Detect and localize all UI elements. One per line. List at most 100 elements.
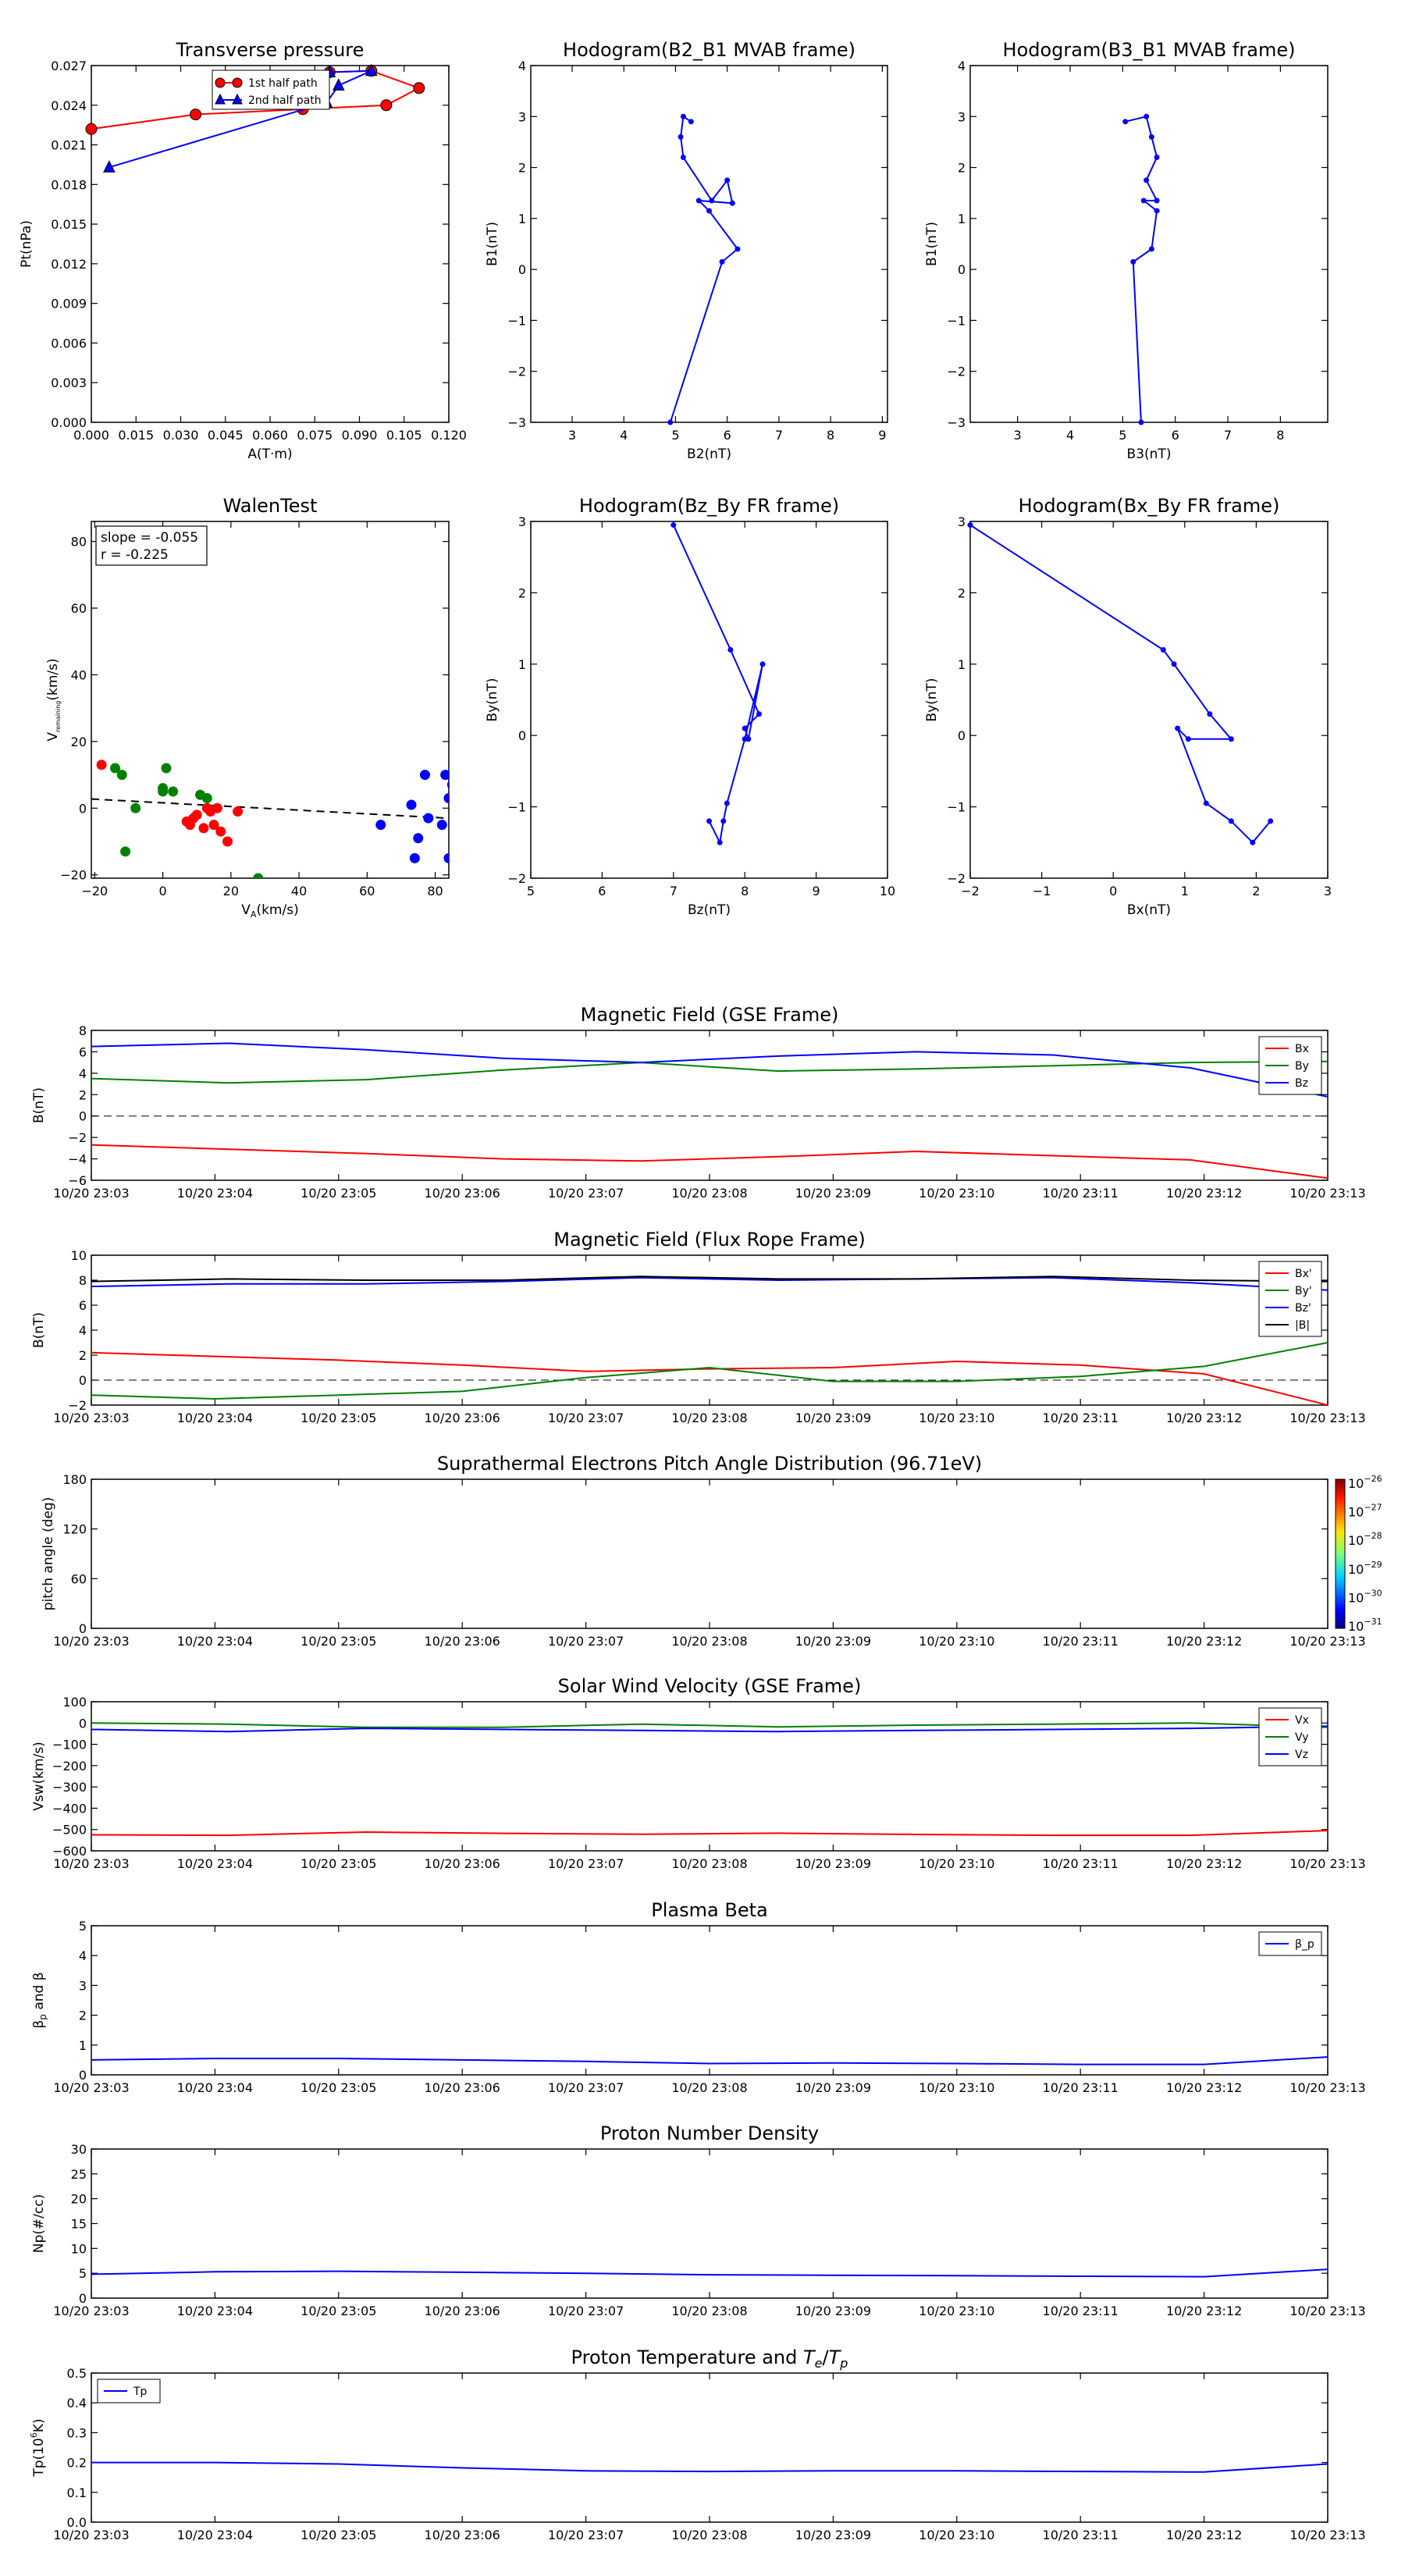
x-tick-label: 10/20 23:06 xyxy=(425,2080,500,2095)
axes-frame xyxy=(91,1925,1329,2076)
data-point xyxy=(678,133,684,140)
x-tick-label: 10/20 23:12 xyxy=(1166,2080,1242,2095)
x-tick-label: 10/20 23:11 xyxy=(1043,2080,1119,2095)
y-tick-label: −3 xyxy=(507,415,526,430)
y-axis-label: Vremaining(km/s) xyxy=(45,658,62,741)
axes-frame xyxy=(91,1478,1329,1629)
x-tick-label: 10/20 23:08 xyxy=(671,1634,747,1649)
series-line xyxy=(91,1276,1328,1283)
data-point xyxy=(436,820,447,831)
x-tick-label: 10/20 23:12 xyxy=(1166,1186,1242,1201)
data-point xyxy=(1228,736,1234,742)
data-point xyxy=(188,813,199,824)
x-tick-label: 0.045 xyxy=(208,428,244,443)
y-tick-label: 60 xyxy=(71,601,87,616)
y-tick-label: 3 xyxy=(958,514,966,529)
x-tick-label: 5 xyxy=(527,884,535,898)
x-tick-label: 10/20 23:11 xyxy=(1043,2304,1119,2318)
data-point xyxy=(130,802,141,813)
y-axis-label: B1(nT) xyxy=(485,222,500,266)
data-point xyxy=(201,802,212,813)
y-tick-label: 2 xyxy=(958,585,966,600)
series-line xyxy=(91,1725,1328,1733)
data-point xyxy=(103,160,116,173)
data-point xyxy=(446,781,449,789)
series-group xyxy=(91,1042,1328,1179)
y-tick-label: 2 xyxy=(79,1348,87,1363)
legend: Vx Vy Vz xyxy=(1258,1707,1322,1767)
y-tick-label: 2 xyxy=(518,585,526,600)
data-point xyxy=(1144,113,1150,119)
x-tick-label: 6 xyxy=(598,884,606,898)
x-tick-label: 10/20 23:03 xyxy=(53,1186,129,1201)
axes-frame xyxy=(530,521,888,879)
data-point xyxy=(1207,711,1213,717)
x-tick-label: 10/20 23:07 xyxy=(548,2304,624,2318)
x-tick-label: −2 xyxy=(961,884,980,898)
series-line xyxy=(969,524,1272,844)
data-point xyxy=(212,802,222,813)
annotation-r: r = -0.225 xyxy=(101,547,169,563)
series-line xyxy=(91,1042,1328,1098)
x-tick-label: 10/20 23:12 xyxy=(1166,1856,1242,1871)
y-tick-label: 120 xyxy=(62,1522,87,1537)
data-point xyxy=(190,109,202,121)
y-tick-label: 0.024 xyxy=(51,98,87,113)
data-point xyxy=(706,208,712,214)
legend-marker xyxy=(232,77,243,88)
series-line xyxy=(91,2461,1328,2473)
y-tick-label: −400 xyxy=(52,1801,87,1816)
y-tick-label: 3 xyxy=(958,109,966,124)
legend: 1st half path 2nd half path xyxy=(212,69,330,110)
x-tick-label: 7 xyxy=(670,884,678,898)
x-tick-label: 10/20 23:03 xyxy=(53,1856,129,1871)
data-point xyxy=(1148,133,1154,140)
y-tick-label: 4 xyxy=(79,1948,87,1963)
x-tick-label: 0.030 xyxy=(163,428,199,443)
colorbar-tick-label: 10−27 xyxy=(1348,1503,1382,1520)
series-line xyxy=(91,1060,1328,1084)
x-tick-label: 10/20 23:04 xyxy=(177,2528,253,2542)
panel-transverse_pressure: Transverse pressure 0.000 0.003 0.006 0.009 0… xyxy=(19,39,467,462)
y-tick-label: −300 xyxy=(52,1780,87,1795)
data-point xyxy=(1268,818,1274,824)
data-point xyxy=(1154,155,1160,161)
x-axis-label: B3(nT) xyxy=(1127,447,1172,462)
legend: Bx' By' Bz' |B| xyxy=(1258,1261,1322,1337)
data-point xyxy=(1160,647,1166,653)
data-point xyxy=(409,852,420,863)
x-tick-label: 10/20 23:03 xyxy=(53,1634,129,1649)
y-tick-label: 0.4 xyxy=(67,2396,87,2411)
panel-plasma_beta: Plasma Beta 0 1 2 3 4 5 10/20 23:03 10/20 23:04 1… xyxy=(31,1899,1366,2095)
x-tick-label: 10/20 23:10 xyxy=(919,2080,994,2095)
colorbar xyxy=(1335,1478,1346,1629)
x-tick-label: 0.090 xyxy=(342,428,378,443)
y-tick-label: 0.3 xyxy=(67,2425,87,2440)
x-tick-label: 10/20 23:05 xyxy=(301,1856,376,1871)
y-tick-label: 5 xyxy=(79,1919,87,1934)
y-tick-label: −2 xyxy=(507,365,526,379)
legend: Bx By Bz xyxy=(1258,1036,1322,1095)
x-tick-label: 60 xyxy=(359,884,375,898)
x-tick-label: 10/20 23:08 xyxy=(671,2080,747,2095)
data-point xyxy=(724,800,730,806)
y-tick-label: 4 xyxy=(79,1066,87,1081)
chart-title: Magnetic Field (GSE Frame) xyxy=(581,1004,839,1026)
x-tick-label: 0.060 xyxy=(252,428,288,443)
x-tick-label: 10/20 23:13 xyxy=(1289,1186,1365,1201)
data-point xyxy=(695,197,702,204)
series-group xyxy=(91,2056,1328,2065)
y-tick-label: 0.018 xyxy=(51,177,87,192)
data-point xyxy=(419,770,430,781)
x-tick-label: 8 xyxy=(827,428,834,443)
x-tick-label: 10/20 23:05 xyxy=(301,1411,376,1425)
x-tick-label: 3 xyxy=(1324,884,1332,898)
x-tick-label: 10/20 23:12 xyxy=(1166,2304,1242,2318)
x-tick-label: 5 xyxy=(1119,428,1126,443)
y-axis-label: Vsw(km/s) xyxy=(31,1742,47,1811)
data-point xyxy=(680,113,686,119)
legend-label: Bz' xyxy=(1295,1302,1311,1315)
x-tick-label: 7 xyxy=(775,428,783,443)
data-point xyxy=(110,763,121,774)
y-tick-label: 0 xyxy=(79,801,87,816)
